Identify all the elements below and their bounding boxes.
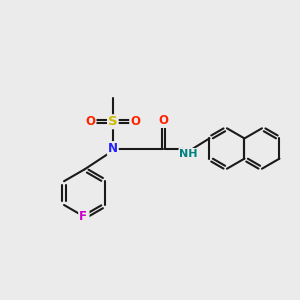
Text: F: F [81,212,88,225]
Text: O: O [85,115,96,128]
Text: O: O [158,114,168,127]
Text: O: O [130,115,140,128]
Text: NH: NH [179,149,198,159]
Text: N: N [108,142,118,155]
Text: F: F [79,210,87,224]
Text: S: S [108,115,118,128]
